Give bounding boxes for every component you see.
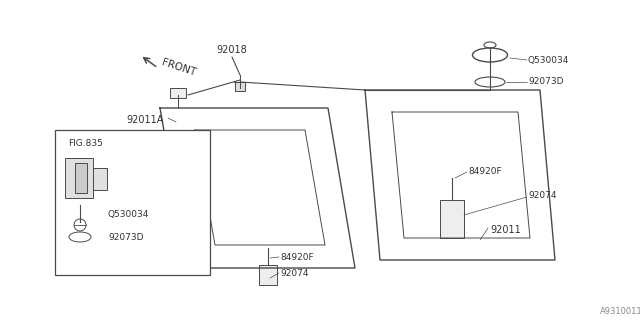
Bar (235, 82, 245, 91)
Text: 84920F: 84920F (280, 252, 314, 261)
Text: 84920F: 84920F (468, 167, 502, 177)
Bar (259, 265, 277, 285)
Text: Q530034: Q530034 (528, 55, 570, 65)
Text: 92018: 92018 (216, 45, 248, 55)
Bar (93, 168, 107, 190)
Bar (440, 200, 464, 238)
Text: 92073D: 92073D (528, 77, 563, 86)
Text: FRONT: FRONT (161, 57, 197, 78)
Bar (65, 158, 93, 198)
Text: FIG.835: FIG.835 (68, 139, 103, 148)
Text: 92011A: 92011A (126, 115, 163, 125)
Bar (75, 163, 87, 193)
Text: 92074: 92074 (528, 190, 557, 199)
Bar (55, 130, 210, 275)
Text: 92073D: 92073D (108, 233, 143, 242)
Text: 92011: 92011 (490, 225, 521, 235)
Text: A931001107: A931001107 (600, 308, 640, 316)
Text: Q530034: Q530034 (108, 211, 149, 220)
Bar (170, 88, 186, 98)
Text: 92074: 92074 (280, 268, 308, 277)
